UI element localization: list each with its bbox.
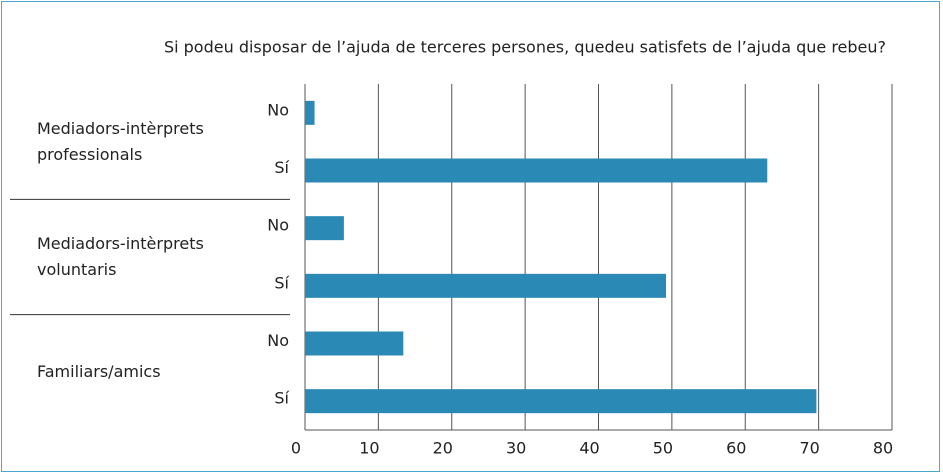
x-tick-label: 70 bbox=[799, 439, 819, 458]
bar bbox=[305, 331, 404, 356]
x-tick-label: 30 bbox=[506, 439, 526, 458]
y-tick-label: Sí bbox=[274, 389, 289, 408]
x-tick-label: 10 bbox=[359, 439, 379, 458]
y-tick-label: No bbox=[267, 216, 289, 235]
y-tick-label: Sí bbox=[274, 273, 289, 292]
bar bbox=[305, 216, 344, 241]
bar bbox=[305, 158, 768, 183]
x-tick-label: 20 bbox=[433, 439, 453, 458]
x-tick-label: 40 bbox=[579, 439, 599, 458]
x-tick-label: 60 bbox=[726, 439, 746, 458]
chart-title: Si podeu disposar de l’ajuda de terceres… bbox=[164, 38, 886, 57]
x-tick-label: 0 bbox=[291, 439, 301, 458]
x-tick-label: 50 bbox=[653, 439, 673, 458]
bar bbox=[305, 389, 817, 414]
bar bbox=[305, 100, 315, 125]
x-tick-label: 80 bbox=[873, 439, 893, 458]
group-label: Mediadors-intèrprets professionals bbox=[37, 118, 204, 164]
y-tick-label: No bbox=[267, 331, 289, 350]
bar bbox=[305, 273, 667, 298]
group-label: Familiars/amics bbox=[37, 362, 161, 382]
y-tick-label: No bbox=[267, 100, 289, 119]
group-label: Mediadors-intèrprets voluntaris bbox=[37, 234, 204, 279]
y-tick-label: Sí bbox=[274, 158, 289, 177]
